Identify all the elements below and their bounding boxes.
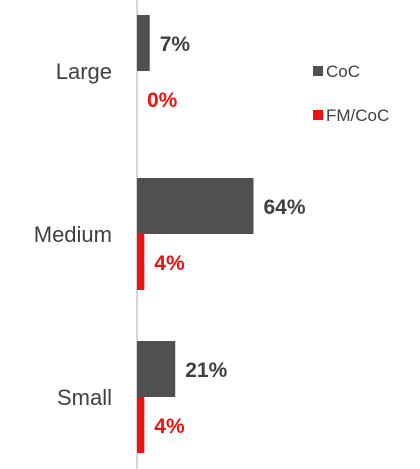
series-fmcoc-bars [137, 234, 145, 453]
series-coc-value-labels: 7% 64% 21% [160, 33, 306, 382]
value-label-coc-medium: 64% [263, 196, 305, 219]
legend-label-fmcoc: FM/CoC [326, 106, 389, 125]
value-label-fmcoc-large: 0% [147, 89, 178, 112]
bar-coc-large [137, 15, 150, 71]
series-fmcoc-value-labels: 0% 4% 4% [147, 89, 185, 438]
value-label-fmcoc-medium: 4% [154, 252, 185, 275]
legend-swatch-fmcoc [313, 110, 323, 120]
category-label-large: Large [56, 59, 112, 84]
category-label-medium: Medium [34, 222, 112, 247]
bar-coc-small [137, 341, 176, 397]
value-label-coc-large: 7% [160, 33, 191, 56]
value-label-coc-small: 21% [185, 359, 227, 382]
series-coc-bars [137, 15, 254, 397]
bar-fmcoc-small [137, 397, 145, 453]
category-label-small: Small [57, 385, 112, 410]
category-labels: Large Medium Small [34, 59, 112, 410]
bar-fmcoc-medium [137, 234, 145, 290]
bar-coc-medium [137, 178, 254, 234]
value-label-fmcoc-small: 4% [154, 415, 185, 438]
legend-swatch-coc [313, 66, 323, 76]
legend: CoC FM/CoC [313, 62, 389, 125]
legend-label-coc: CoC [326, 62, 360, 81]
